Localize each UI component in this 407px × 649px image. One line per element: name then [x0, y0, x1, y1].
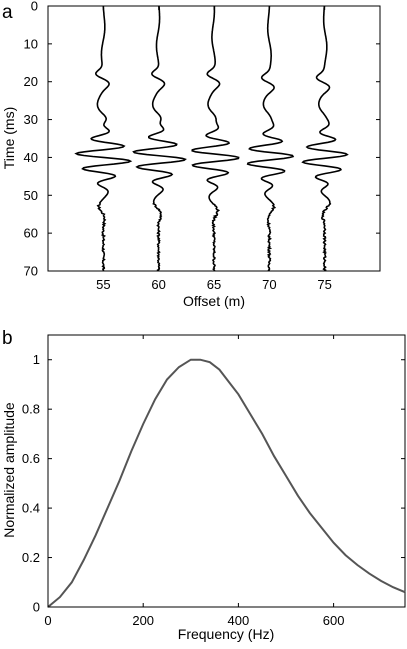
panel-b-x-tick-label: 0: [44, 613, 51, 628]
panel-b-axes-frame: [47, 334, 406, 608]
panel-b-y-axis-label: Normalized amplitude: [1, 402, 17, 538]
panel-a-x-tick-label: 65: [207, 277, 221, 292]
panel-a-traces: [74, 6, 349, 271]
panel-a-x-axis-label: Offset (m): [183, 293, 245, 309]
panel-a-y-tick-label: 60: [24, 226, 38, 241]
panel-a-y-axis-label: Time (ms): [1, 107, 17, 169]
panel-a-trace: [132, 6, 187, 271]
panel-a-y-tick-label: 50: [24, 188, 38, 203]
panel-a-x-ticks: 55 60 65 70 75: [96, 6, 332, 292]
panel-a-trace: [74, 6, 133, 271]
panel-a-y-ticks: 0 10 20 30 40 50 60 70: [24, 0, 380, 279]
panel-a-x-tick-label: 55: [96, 277, 110, 292]
panel-b-x-tick-label: 200: [132, 613, 154, 628]
panel-a-letter: a: [2, 2, 13, 23]
panel-b-y-tick-label: 0: [33, 600, 40, 615]
panel-a-y-tick-label: 20: [24, 74, 38, 89]
panel-a-y-tick-label: 70: [24, 264, 38, 279]
panel-a-y-tick-label: 0: [31, 0, 38, 14]
panel-b-y-ticks: 0 0.2 0.4 0.6 0.8 1: [22, 352, 405, 615]
panel-a-trace: [301, 6, 349, 271]
panel-b-y-tick-label: 1: [33, 352, 40, 367]
panel-a-y-tick-label: 40: [24, 150, 38, 165]
panel-a-x-tick-label: 75: [317, 277, 331, 292]
panel-a-y-tick-label: 10: [24, 36, 38, 51]
panel-b-letter: b: [2, 328, 13, 349]
panel-b-x-tick-label: 600: [323, 613, 345, 628]
panel-b: b 0 200 400 600 0 0.2 0.4 0.6 0.8 1 Frequency (H…: [1, 328, 406, 642]
panel-a-trace: [191, 6, 240, 271]
panel-b-y-tick-label: 0.8: [22, 402, 40, 417]
panel-a-x-tick-label: 60: [151, 277, 165, 292]
panel-b-y-tick-label: 0.2: [22, 550, 40, 565]
panel-b-x-axis-label: Frequency (Hz): [178, 626, 274, 642]
panel-b-series-line: [47, 358, 406, 608]
panel-b-y-tick-label: 0.4: [22, 501, 40, 516]
panel-a-x-tick-label: 70: [262, 277, 276, 292]
panel-a-y-tick-label: 30: [24, 112, 38, 127]
panel-b-x-ticks: 0 200 400 600: [44, 335, 344, 628]
panel-b-y-tick-label: 0.6: [22, 451, 40, 466]
panel-b-x-tick-label: 400: [228, 613, 250, 628]
panel-a-trace: [246, 6, 295, 271]
